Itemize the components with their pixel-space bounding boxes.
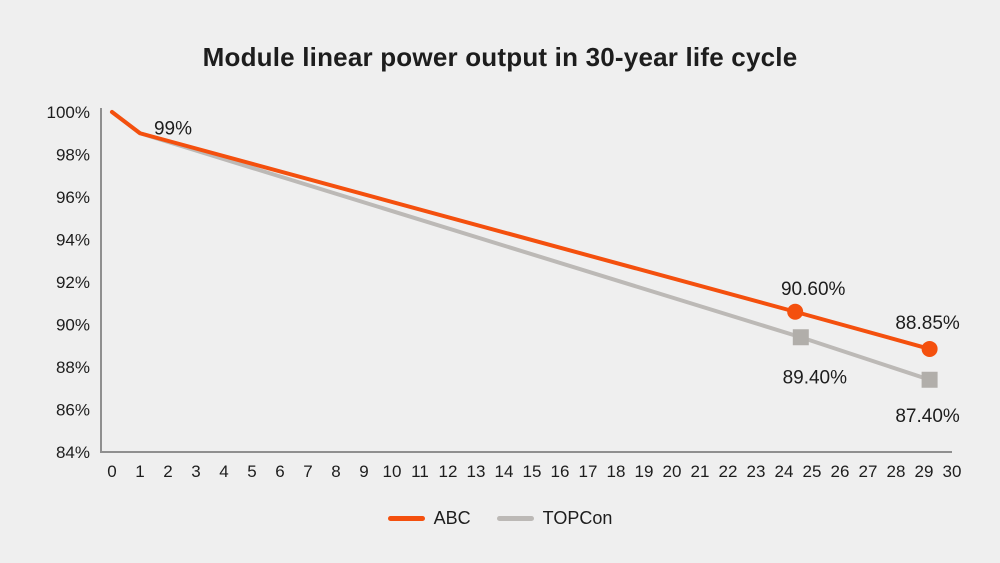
- x-tick-label: 15: [523, 462, 542, 481]
- series-line-abc: [110, 110, 932, 351]
- y-tick-label: 100%: [47, 103, 90, 122]
- x-tick-label: 10: [383, 462, 402, 481]
- y-tick-label: 92%: [56, 273, 90, 292]
- legend-label-abc: ABC: [433, 508, 471, 528]
- y-tick-label: 94%: [56, 231, 90, 250]
- x-tick-label: 5: [247, 462, 256, 481]
- legend-label-topcon: TOPCon: [542, 508, 613, 528]
- axes: [100, 108, 952, 453]
- x-tick-label: 4: [219, 462, 228, 481]
- chart-title: Module linear power output in 30-year li…: [202, 42, 798, 72]
- y-tick-label: 88%: [56, 358, 90, 377]
- x-tick-label: 23: [747, 462, 766, 481]
- marker-square-topcon: [921, 371, 938, 388]
- x-tick-label: 24: [775, 462, 794, 481]
- x-tick-label: 14: [495, 462, 514, 481]
- data-label: 99%: [154, 118, 192, 139]
- x-tick-label: 20: [663, 462, 682, 481]
- x-tick-label: 0: [107, 462, 116, 481]
- x-tick-label: 25: [803, 462, 822, 481]
- data-label: 89.40%: [783, 367, 848, 388]
- x-tick-label: 27: [859, 462, 878, 481]
- x-tick-label: 3: [191, 462, 200, 481]
- legend-swatch-topcon: [496, 516, 534, 521]
- y-tick-label: 96%: [56, 188, 90, 207]
- legend-item-abc: ABC: [387, 508, 471, 529]
- x-tick-label: 9: [359, 462, 368, 481]
- x-tick-label: 6: [275, 462, 284, 481]
- x-tick-label: 21: [691, 462, 710, 481]
- x-tick-label: 18: [607, 462, 626, 481]
- marker-square-topcon: [792, 329, 809, 346]
- x-tick-label: 16: [551, 462, 570, 481]
- marker-circle-abc: [921, 340, 938, 357]
- x-tick-label: 7: [303, 462, 312, 481]
- x-tick-label: 2: [163, 462, 172, 481]
- legend-swatch-abc: [387, 516, 425, 521]
- x-tick-label: 19: [635, 462, 654, 481]
- data-label: 90.60%: [781, 279, 846, 300]
- x-tick-label: 8: [331, 462, 340, 481]
- x-tick-label: 28: [887, 462, 906, 481]
- x-tick-label: 22: [719, 462, 738, 481]
- legend-item-topcon: TOPCon: [496, 508, 613, 529]
- legend: ABC TOPCon: [0, 508, 1000, 529]
- y-tick-label: 84%: [56, 443, 90, 462]
- x-tick-label: 13: [467, 462, 486, 481]
- x-tick-label: 12: [439, 462, 458, 481]
- x-tick-label: 17: [579, 462, 598, 481]
- data-label: 87.40%: [895, 406, 960, 427]
- x-tick-label: 11: [411, 462, 429, 481]
- marker-circle-abc: [787, 303, 804, 320]
- x-tick-label: 30: [943, 462, 962, 481]
- x-tick-label: 1: [135, 462, 144, 481]
- x-tick-label: 26: [831, 462, 850, 481]
- data-label: 88.85%: [895, 313, 960, 334]
- y-tick-label: 98%: [56, 146, 90, 165]
- y-tick-label: 86%: [56, 401, 90, 420]
- x-tick-label: 29: [915, 462, 934, 481]
- y-tick-label: 90%: [56, 316, 90, 335]
